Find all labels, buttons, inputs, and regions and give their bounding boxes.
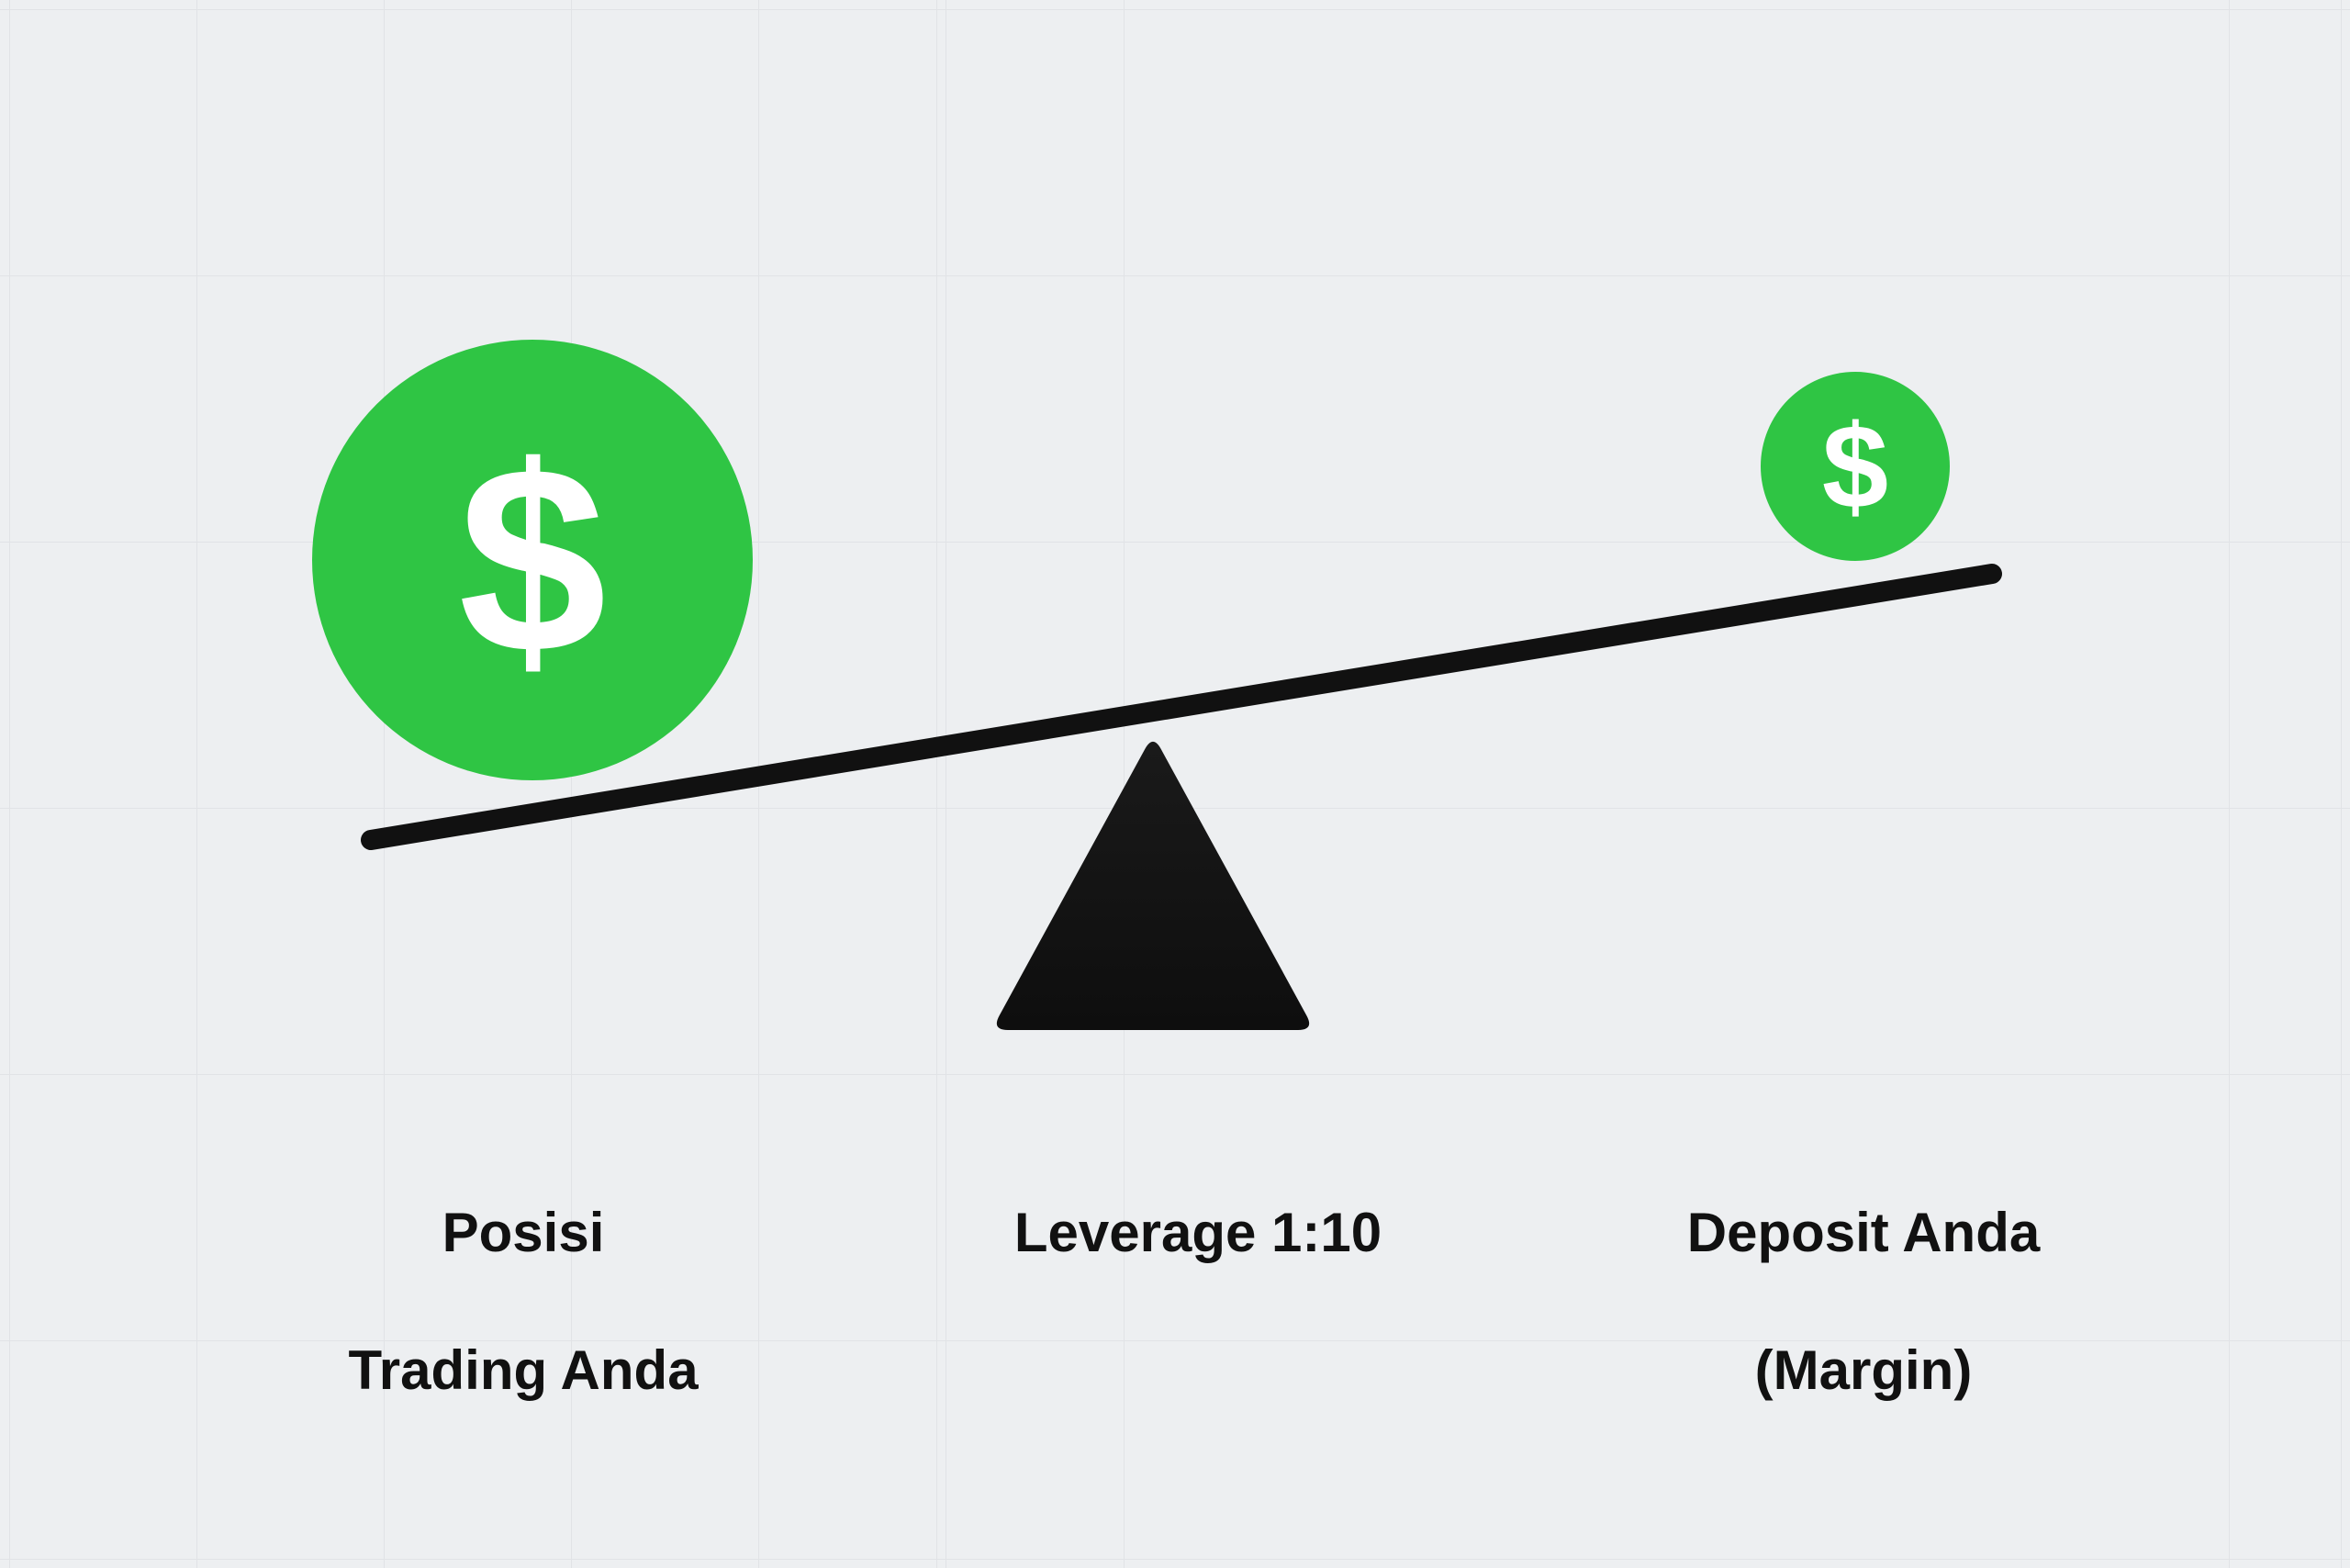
- coin-large-icon: $: [312, 340, 753, 780]
- label-trading-position: Posisi Trading Anda: [294, 1129, 753, 1405]
- leverage-seesaw-diagram: $ $ Posisi Trading Anda Leverage 1:10 De…: [0, 0, 2350, 1568]
- coin-small-icon: $: [1761, 372, 1950, 561]
- label-right-line2: (Margin): [1755, 1339, 1973, 1401]
- dollar-sign-small: $: [1822, 407, 1888, 526]
- label-left-line2: Trading Anda: [348, 1339, 698, 1401]
- labels-row: Posisi Trading Anda Leverage 1:10 Deposi…: [0, 1129, 2350, 1405]
- label-deposit-margin: Deposit Anda (Margin): [1643, 1129, 2084, 1405]
- label-leverage: Leverage 1:10: [987, 1129, 1409, 1405]
- dollar-sign-large: $: [458, 427, 606, 693]
- label-left-line1: Posisi: [442, 1202, 605, 1263]
- label-center-text: Leverage 1:10: [1014, 1202, 1382, 1263]
- label-right-line1: Deposit Anda: [1687, 1202, 2040, 1263]
